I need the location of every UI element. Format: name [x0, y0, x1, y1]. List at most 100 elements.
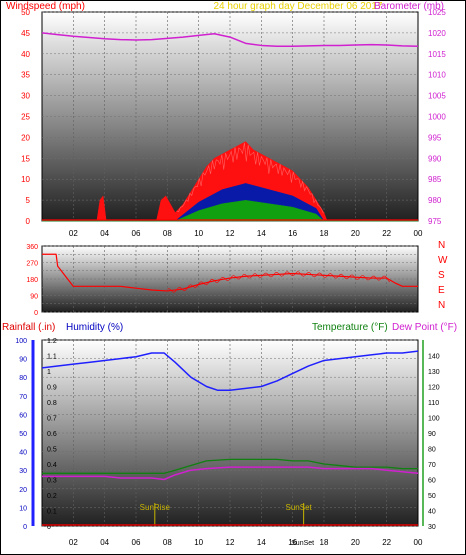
wind-y-tick-label: 10	[21, 175, 30, 184]
direction-y-tick-label: 90	[30, 294, 38, 301]
wind-y-tick-label: 25	[21, 113, 30, 122]
baro-y-tick-label: 995	[428, 133, 442, 142]
wind-x-tick-label: 12	[226, 229, 235, 238]
rain-y-tick-label: 0.5	[47, 447, 57, 454]
baro-y-tick-label: 1025	[428, 8, 446, 17]
rain-y-tick-label: 0.6	[47, 431, 57, 438]
baro-axis-title: Barometer (mb)	[374, 1, 444, 12]
temp-y-tick-label: 60	[428, 478, 436, 485]
humidity-y-tick-label: 90	[19, 357, 27, 364]
temp-y-tick-label: 140	[428, 354, 440, 361]
wind-x-tick-label: 00	[414, 229, 423, 238]
humidity-line	[41, 350, 419, 391]
dewpoint-line	[42, 466, 419, 481]
baro-y-tick-label: 1000	[428, 113, 446, 122]
humidity-x-tick-label: 12	[226, 538, 235, 547]
wind-y-tick-label: 35	[21, 71, 30, 80]
humidity-y-tick-label: 20	[19, 487, 27, 494]
humidity-x-tick-label: 10	[194, 538, 203, 547]
wind-direction-texture	[167, 271, 391, 293]
average-inner-area	[42, 200, 418, 222]
rain-y-tick-label: 1.1	[47, 354, 57, 361]
wind-y-tick-label: 20	[21, 133, 30, 142]
compass-label: S	[438, 270, 445, 281]
wind-x-tick-label: 22	[382, 229, 391, 238]
temp-y-tick-label: 40	[428, 509, 436, 516]
rain-y-tick-label: 0.7	[47, 416, 57, 423]
baro-y-tick-label: 1010	[428, 71, 446, 80]
barometer-line	[41, 32, 419, 48]
rain-y-tick-label: 0.9	[47, 385, 57, 392]
rain-y-tick-label: 0.2	[47, 493, 57, 500]
humidity-y-tick-label: 80	[19, 375, 27, 382]
baro-y-tick-label: 1020	[428, 29, 446, 38]
wind-x-tick-label: 14	[257, 229, 266, 238]
baro-y-tick-label: 985	[428, 175, 442, 184]
temp-y-tick-label: 130	[428, 369, 440, 376]
temperature-line	[42, 458, 418, 474]
wind-x-tick-label: 16	[288, 229, 297, 238]
sunset-label: SunSet	[286, 503, 313, 512]
wind-y-tick-label: 30	[21, 92, 30, 101]
humidity-y-tick-label: 50	[19, 431, 27, 438]
wind-axis-title: Windspeed (mph)	[6, 1, 85, 12]
wind-x-tick-label: 06	[132, 229, 141, 238]
wind-x-tick-label: 08	[163, 229, 172, 238]
temp-y-tick-label: 100	[428, 416, 440, 423]
humidity-x-tick-label: 04	[100, 538, 109, 547]
wind-y-tick-label: 45	[21, 29, 30, 38]
humidity-axis-title: Humidity (%)	[66, 322, 123, 333]
wind-x-tick-label: 02	[69, 229, 78, 238]
compass-label: E	[438, 285, 445, 296]
compass-label: N	[438, 300, 445, 311]
humidity-x-tick-label: 06	[132, 538, 141, 547]
temp-axis-title: Temperature (°F)	[312, 322, 388, 333]
humidity-y-tick-label: 70	[19, 394, 27, 401]
rain-y-tick-label: 0.8	[47, 400, 57, 407]
temp-y-tick-label: 30	[428, 524, 436, 531]
humidity-y-tick-label: 60	[19, 412, 27, 419]
temp-y-tick-label: 50	[428, 493, 436, 500]
wind-y-tick-label: 50	[21, 8, 30, 17]
rain-y-tick-label: 0.4	[47, 462, 57, 469]
humidity-x-tick-label: 20	[351, 538, 360, 547]
average-area	[42, 183, 418, 222]
humidity-x-tick-label: 22	[382, 538, 391, 547]
wind-y-tick-label: 40	[21, 50, 30, 59]
rain-axis-title: Rainfall (.in)	[2, 322, 55, 333]
humidity-x-tick-label: 02	[69, 538, 78, 547]
humidity-y-tick-label: 0	[23, 524, 27, 531]
sunset-x-label: SunSet	[291, 540, 314, 547]
wind-y-tick-label: 15	[21, 154, 30, 163]
wind-x-tick-label: 20	[351, 229, 360, 238]
sunrise-label: SunRise	[140, 503, 171, 512]
baro-y-tick-label: 990	[428, 154, 442, 163]
humidity-x-tick-label: 00	[414, 538, 423, 547]
rain-y-tick-label: 0.3	[47, 478, 57, 485]
temp-y-tick-label: 90	[428, 431, 436, 438]
compass-label: N	[438, 240, 445, 251]
wind-y-tick-label: 5	[26, 196, 31, 205]
baro-y-tick-label: 1015	[428, 50, 446, 59]
humidity-x-tick-label: 08	[163, 538, 172, 547]
direction-y-tick-label: 270	[26, 261, 38, 268]
rain-y-tick-label: 1.2	[47, 338, 57, 345]
rain-y-tick-label: 0.1	[47, 509, 57, 516]
wind-x-tick-label: 04	[100, 229, 109, 238]
wind-x-tick-label: 10	[194, 229, 203, 238]
gust-texture	[176, 142, 324, 214]
rain-y-tick-label: 1	[47, 369, 51, 376]
wind-y-tick-label: 0	[26, 217, 31, 226]
dewpoint-axis-title: Dew Point (°F)	[392, 322, 457, 333]
direction-y-tick-label: 180	[26, 277, 38, 284]
humidity-x-tick-label: 18	[320, 538, 329, 547]
direction-y-tick-label: 360	[26, 244, 38, 251]
compass-label: W	[438, 255, 448, 266]
rain-y-tick-label: 0	[47, 524, 51, 531]
temp-y-tick-label: 110	[428, 400, 439, 407]
temp-y-tick-label: 120	[428, 385, 440, 392]
wind-x-tick-label: 18	[320, 229, 329, 238]
humidity-y-tick-label: 30	[19, 468, 27, 475]
